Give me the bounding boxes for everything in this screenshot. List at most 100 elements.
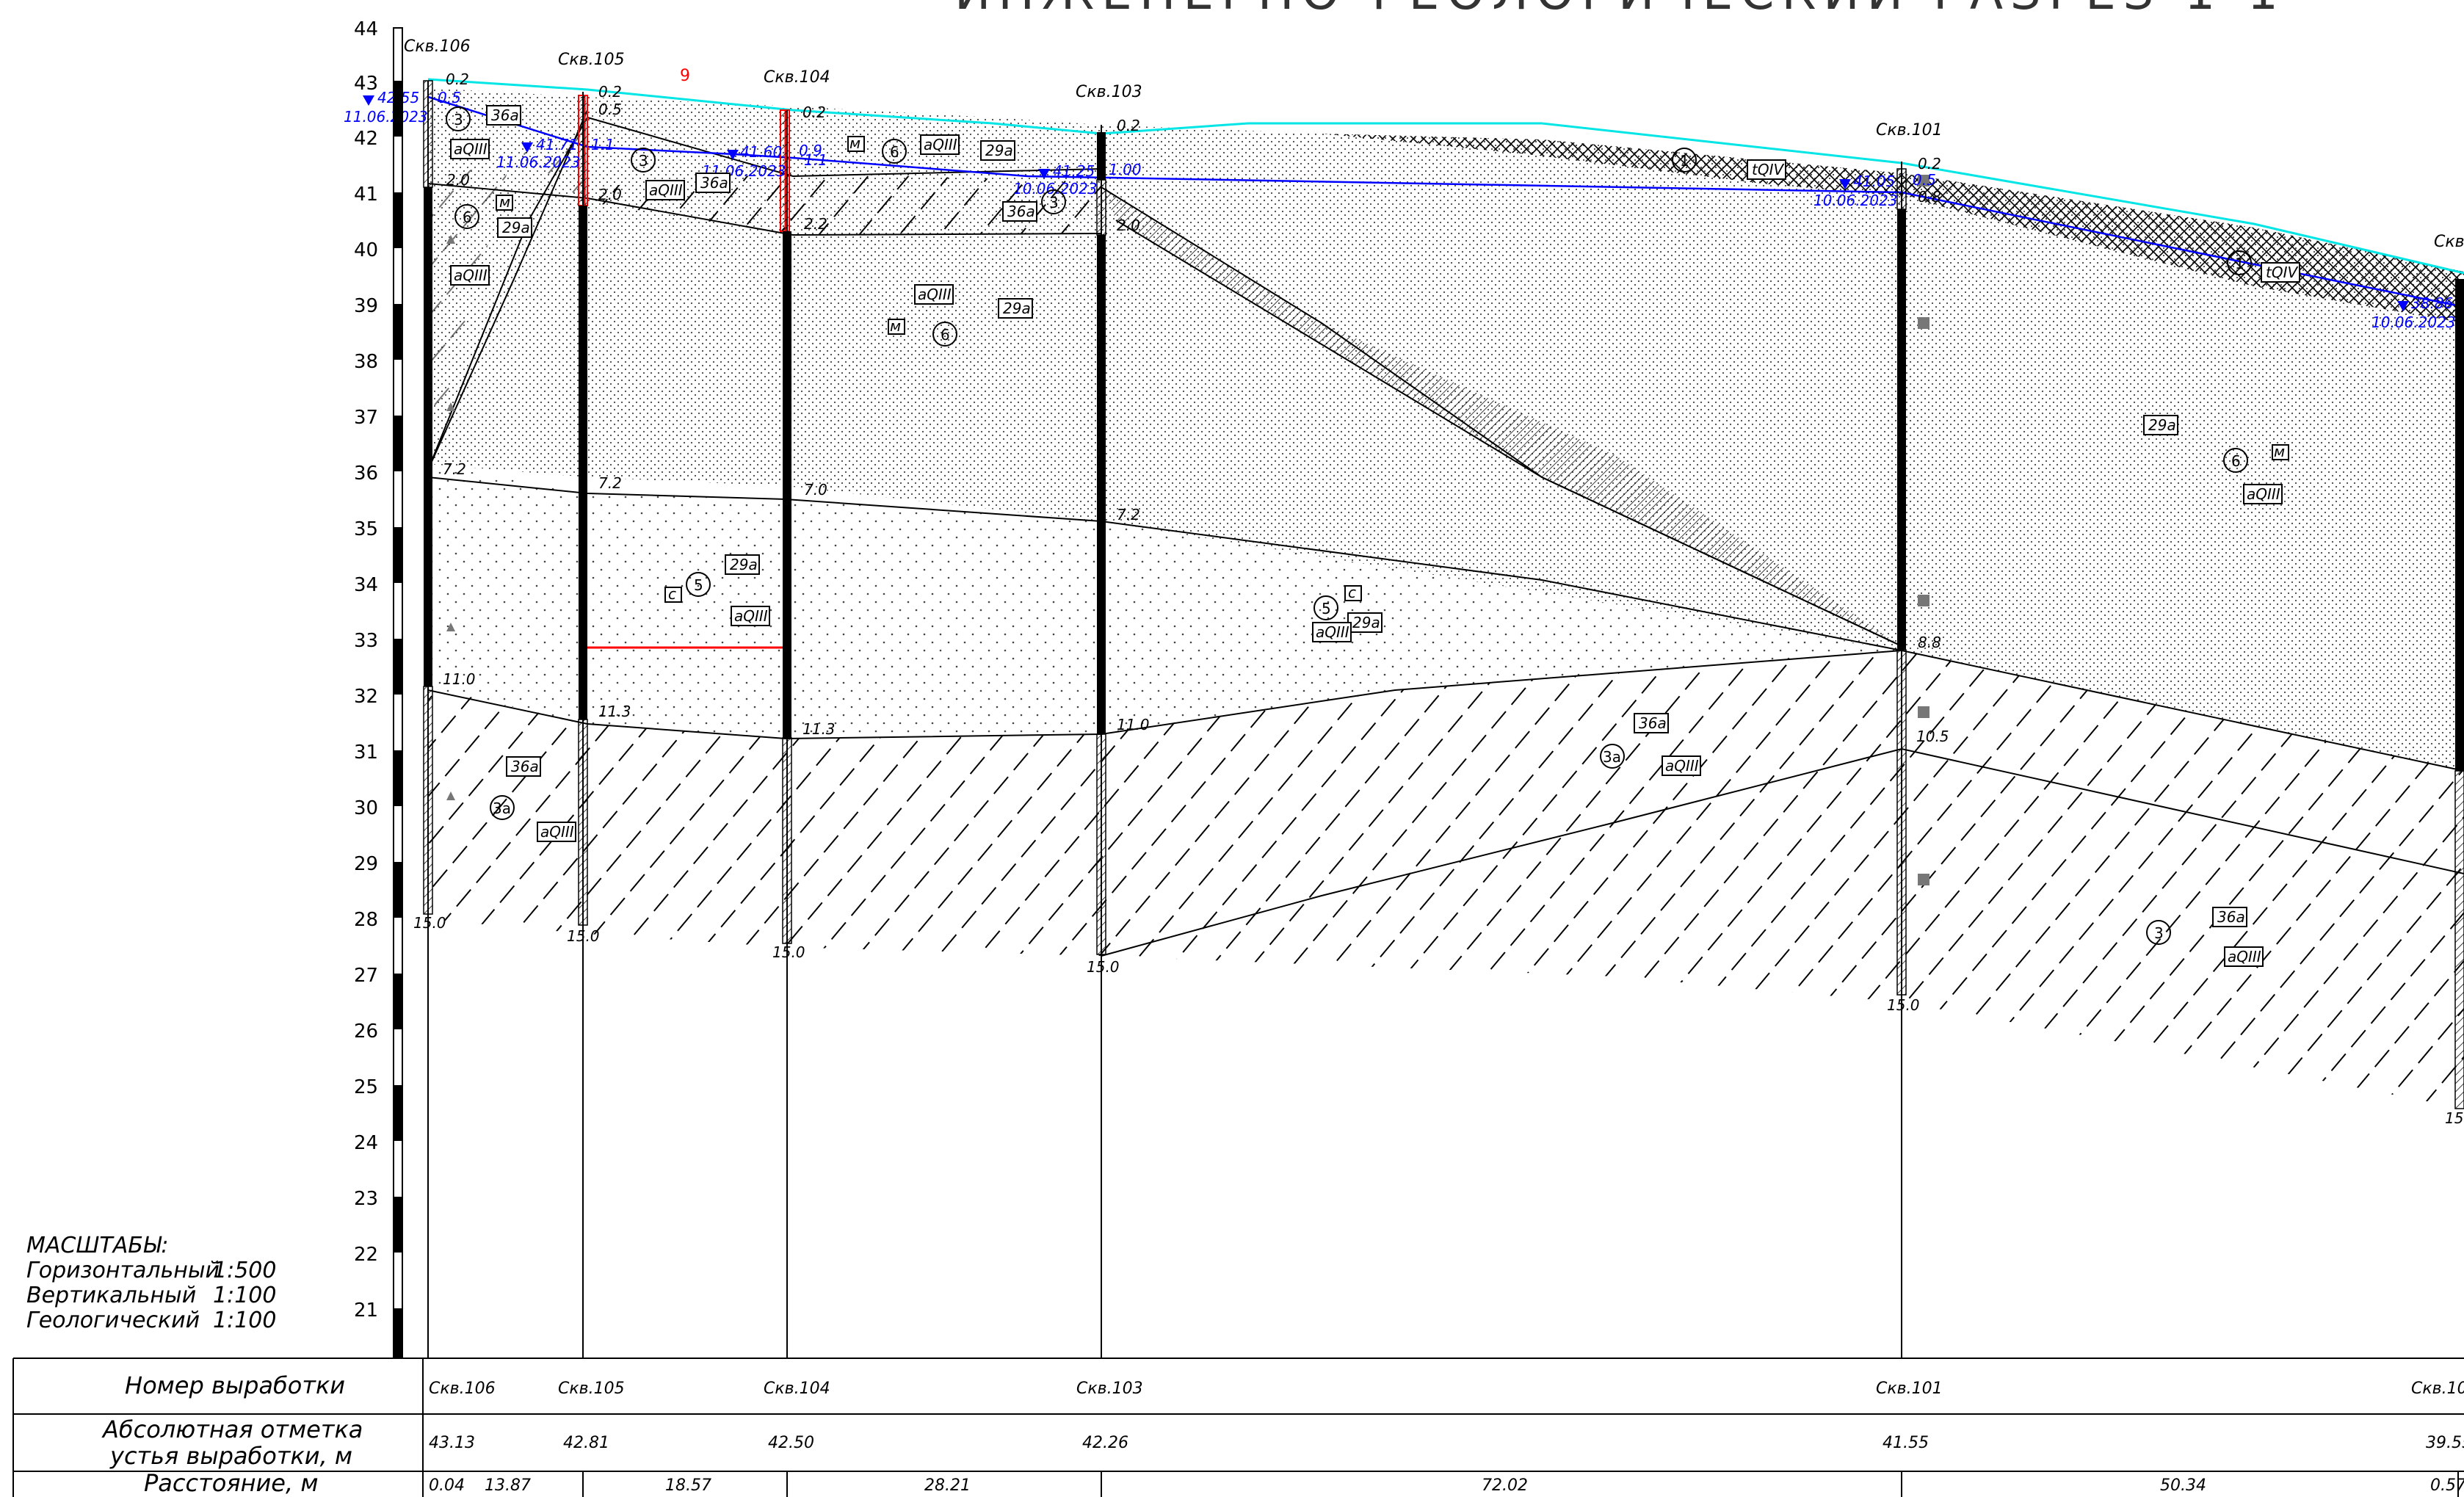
scales-legend: МАСШТАБЫ: Горизонтальный 1:500 Вертикаль… bbox=[26, 1233, 276, 1333]
table-elev-104: 42.50 bbox=[768, 1434, 814, 1452]
code-36a: 36а bbox=[1639, 714, 1667, 732]
depth-103-c: 7.2 bbox=[1117, 506, 1140, 523]
table-elev-101: 41.55 bbox=[1883, 1434, 1929, 1452]
elev-40: 40 bbox=[354, 239, 378, 261]
elev-27: 27 bbox=[354, 965, 378, 987]
row-title-number: Номер выработки bbox=[125, 1371, 345, 1399]
scale-horizontal-value: 1:500 bbox=[213, 1258, 276, 1283]
elevation-ruler bbox=[393, 27, 403, 1359]
ige-tag-5-b: 5 bbox=[1322, 600, 1331, 617]
elev-39: 39 bbox=[354, 295, 378, 317]
code-aQIII: aQIII bbox=[924, 136, 957, 153]
dist-3: 28.21 bbox=[924, 1476, 971, 1495]
code-aQIII: aQIII bbox=[1316, 623, 1349, 641]
code-aQIII: aQIII bbox=[918, 286, 952, 303]
dist-5: 50.34 bbox=[2160, 1476, 2206, 1495]
code-m: м bbox=[2274, 443, 2285, 460]
ige-tag-6-c: 6 bbox=[941, 326, 950, 344]
ige-tag-6-a: 6 bbox=[463, 209, 472, 226]
bottom-103: 15.0 bbox=[1087, 958, 1120, 976]
wl-3-value: 41.60 bbox=[740, 143, 782, 161]
code-tQIV: tQIV bbox=[1752, 161, 1784, 178]
dist-2: 18.57 bbox=[665, 1476, 711, 1495]
code-aQIII: aQIII bbox=[1665, 757, 1699, 775]
borehole-name-101: Скв.101 bbox=[1876, 121, 1943, 139]
table-name-106: Скв.106 bbox=[429, 1380, 496, 1398]
elev-22: 22 bbox=[354, 1244, 378, 1266]
elev-26: 26 bbox=[354, 1021, 378, 1043]
ige-tag-5-a: 5 bbox=[694, 576, 703, 594]
code-aQIII: aQIII bbox=[734, 607, 768, 625]
scales-heading: МАСШТАБЫ: bbox=[26, 1233, 169, 1258]
depth-106-b: 2.0 bbox=[446, 171, 470, 189]
bottom-106: 15.0 bbox=[413, 914, 446, 932]
elev-21: 21 bbox=[354, 1300, 378, 1322]
depth-101-d: 10.5 bbox=[1916, 728, 1949, 745]
layer-6-fill bbox=[428, 88, 2464, 771]
elev-36: 36 bbox=[354, 463, 378, 485]
wl-5-date: 10.06.2023 bbox=[1813, 192, 1898, 209]
table-name-101: Скв.101 bbox=[1876, 1380, 1943, 1398]
top-depth-104: 0.2 bbox=[802, 104, 826, 121]
ige-tag-1-a: 1 bbox=[1680, 152, 1689, 170]
ige-tag-6-d: 6 bbox=[2231, 452, 2241, 470]
bottom-101: 15.0 bbox=[1887, 996, 1920, 1014]
ige-tag-3-d: 3 bbox=[2154, 924, 2164, 942]
borehole-name-104: Скв.104 bbox=[764, 68, 830, 87]
depth-104-e: 11.3 bbox=[802, 720, 836, 738]
code-box-labels: 36а aQIII м 29а aQIII aQIII 36а м aQIII … bbox=[454, 106, 2298, 965]
code-29a: 29а bbox=[2148, 416, 2176, 434]
borehole-name-106: Скв.106 bbox=[404, 37, 471, 56]
groundwater-line bbox=[427, 95, 2464, 308]
code-29a: 29а bbox=[985, 142, 1013, 159]
code-aQIII: aQIII bbox=[2247, 485, 2280, 503]
code-29a: 29а bbox=[1003, 300, 1031, 317]
code-29a: 29а bbox=[1352, 614, 1380, 631]
code-36a: 36а bbox=[511, 758, 539, 775]
elev-41: 41 bbox=[354, 184, 378, 206]
depth-105-e: 11.3 bbox=[598, 703, 631, 720]
depth-101-c: 8.8 bbox=[1918, 634, 1941, 651]
borehole-name-100-top: Скв.100 bbox=[2434, 233, 2464, 251]
depth-104-c: 2.2 bbox=[804, 215, 827, 233]
wl-2-date: 11.06.2023 bbox=[496, 153, 581, 171]
section-title: ИНЖЕНЕРНО-ГЕОЛОГИЧЕСКИЙ РАЗРЕЗ 1-1 bbox=[954, 0, 2286, 21]
code-boxes bbox=[450, 105, 2300, 967]
borehole-name-105: Скв.105 bbox=[558, 51, 625, 69]
table-name-100: Скв.100 bbox=[2411, 1380, 2464, 1398]
ige-tag-3-c: 3 bbox=[1049, 194, 1059, 211]
scale-horizontal-name: Горизонтальный bbox=[26, 1258, 220, 1283]
ige-tag-6-b: 6 bbox=[890, 143, 899, 161]
layer-1-fill-right bbox=[1902, 173, 2464, 323]
elev-42: 42 bbox=[354, 128, 378, 150]
elev-24: 24 bbox=[354, 1132, 378, 1154]
ige-tag-3-a: 3 bbox=[454, 111, 463, 128]
depth-104-d: 7.0 bbox=[804, 481, 827, 499]
wl-6-date: 10.06.2023 bbox=[2371, 313, 2456, 331]
elev-38: 38 bbox=[354, 351, 378, 373]
data-table bbox=[12, 1358, 2464, 1497]
red-marker-number: 9 bbox=[680, 67, 690, 85]
elev-44: 44 bbox=[354, 18, 378, 40]
code-m: м bbox=[890, 317, 901, 335]
layer-3-left-wedge bbox=[428, 132, 587, 470]
code-36a: 36а bbox=[700, 174, 728, 192]
bottom-104: 15.0 bbox=[772, 943, 805, 961]
elev-43: 43 bbox=[354, 73, 378, 95]
dist-6: 0.57 bbox=[2430, 1476, 2464, 1495]
depth-105-a: 0.5 bbox=[598, 101, 622, 118]
elev-33: 33 bbox=[354, 630, 378, 652]
row-title-distance: Расстояние, м bbox=[144, 1469, 318, 1497]
elev-25: 25 bbox=[354, 1076, 378, 1098]
scale-geological-value: 1:100 bbox=[213, 1308, 276, 1333]
depth-103-d: 11.0 bbox=[1117, 716, 1150, 733]
scale-geological-name: Геологический bbox=[26, 1308, 200, 1333]
code-29a: 29а bbox=[730, 556, 758, 573]
depth-103-b: 2.0 bbox=[1117, 217, 1140, 234]
elev-29: 29 bbox=[354, 853, 378, 875]
code-aQIII: aQIII bbox=[454, 140, 488, 158]
elev-35: 35 bbox=[354, 518, 378, 540]
table-name-103: Скв.103 bbox=[1076, 1380, 1143, 1398]
wl-4-date: 10.06.2023 bbox=[1013, 180, 1098, 197]
ige-tag-1-b: 1 bbox=[2235, 255, 2244, 272]
